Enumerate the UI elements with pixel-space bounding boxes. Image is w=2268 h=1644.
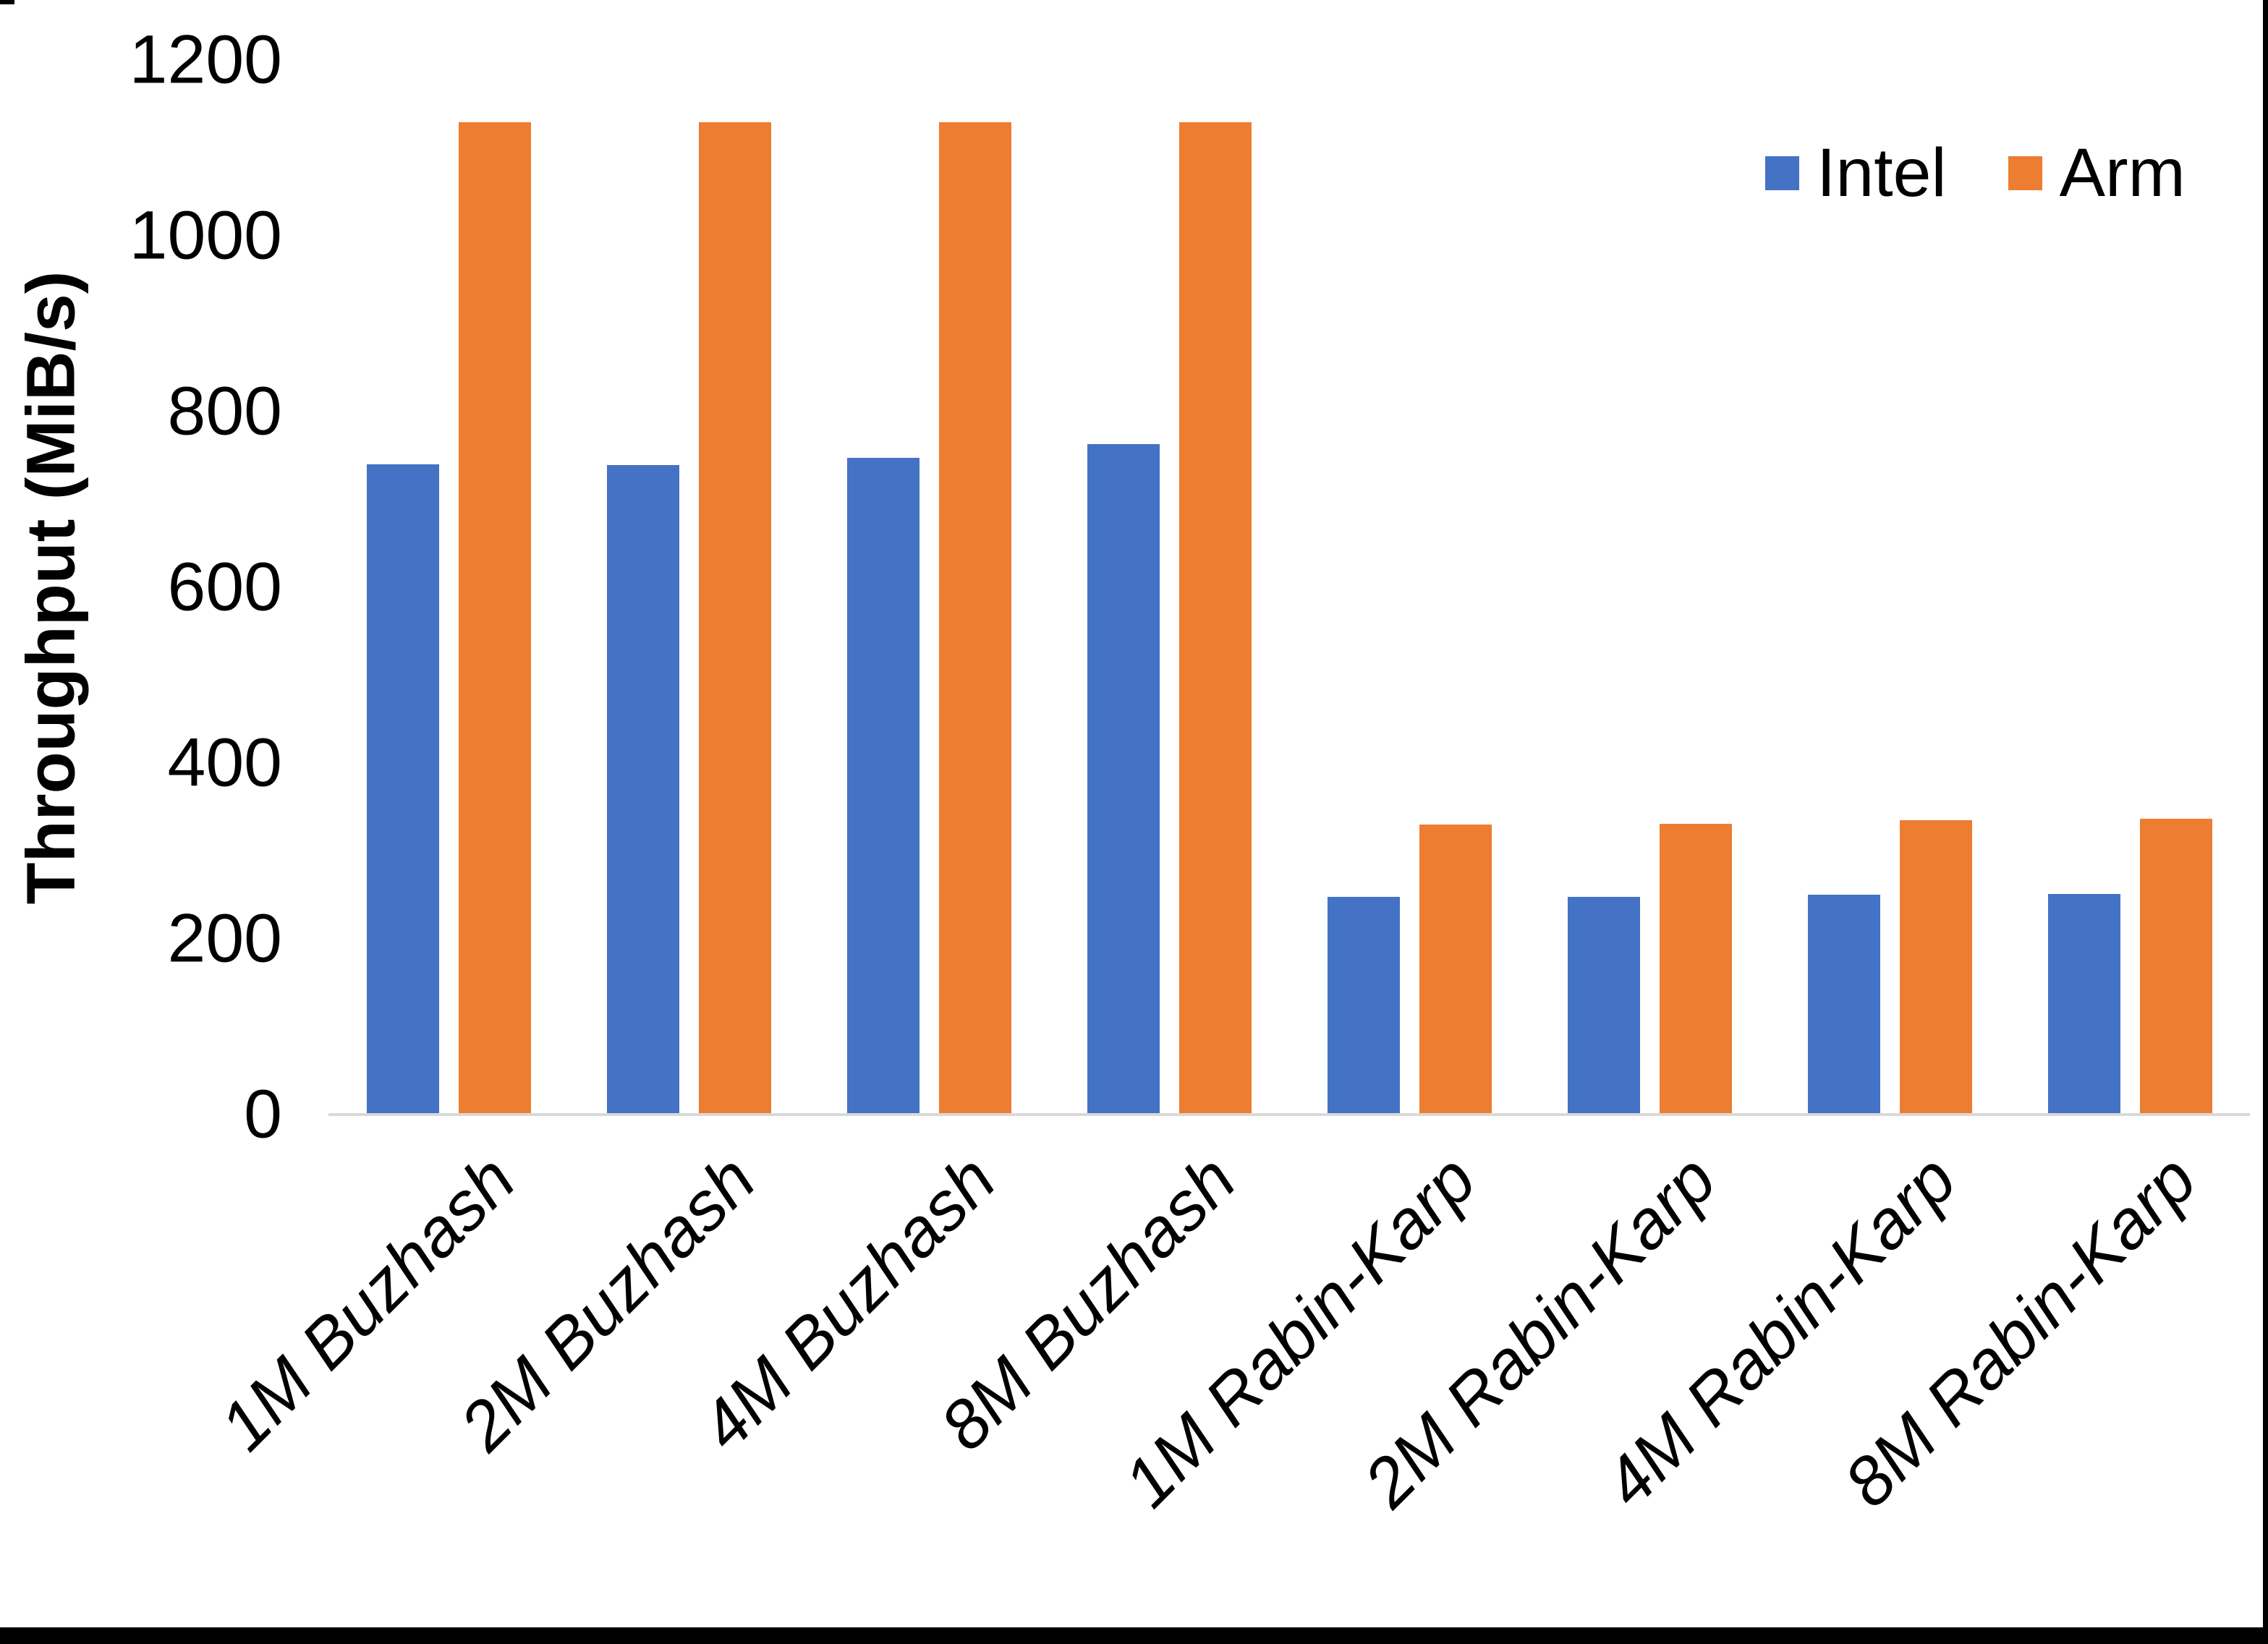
bar-intel xyxy=(606,465,679,1115)
bar-group-2 xyxy=(569,60,809,1115)
y-tick-label: 1200 xyxy=(129,21,282,98)
legend-label-intel: Intel xyxy=(1817,135,1947,211)
bar-group-3 xyxy=(809,60,1049,1115)
frame-border-right xyxy=(2263,0,2268,1644)
y-tick-label: 400 xyxy=(167,724,282,801)
bar-intel xyxy=(366,464,439,1115)
y-tick-label: 600 xyxy=(167,548,282,626)
bar-group-4 xyxy=(1049,60,1289,1115)
y-axis-tick-labels: 0 200 400 600 800 1000 1200 xyxy=(87,25,282,1149)
bar-group-7 xyxy=(1770,60,2010,1115)
bar-arm xyxy=(1659,823,1732,1115)
bar-arm xyxy=(1178,122,1252,1115)
y-axis-title-text: Throughput (MiB/s) xyxy=(12,271,90,904)
bar-intel xyxy=(1087,443,1160,1115)
bar-arm xyxy=(458,122,531,1115)
legend-item-arm: Arm xyxy=(2008,139,2186,208)
bar-intel xyxy=(846,458,919,1115)
legend-swatch-arm xyxy=(2008,156,2042,190)
bar-intel xyxy=(2047,894,2120,1115)
legend-swatch-intel xyxy=(1765,156,1799,190)
bar-intel xyxy=(1807,895,1880,1115)
y-tick-label: 200 xyxy=(167,900,282,977)
bars-area xyxy=(328,60,2250,1115)
y-tick-label: 800 xyxy=(167,372,282,450)
bar-group-1 xyxy=(328,60,569,1115)
bar-arm xyxy=(698,122,771,1115)
frame-border-bottom xyxy=(0,1627,2268,1644)
y-axis-title: Throughput (MiB/s) xyxy=(4,60,98,1115)
legend-label-arm: Arm xyxy=(2059,135,2186,211)
bar-group-5 xyxy=(1289,60,1529,1115)
bar-arm xyxy=(1419,825,1492,1115)
frame-corner-mark xyxy=(0,0,14,4)
bar-group-8 xyxy=(2010,60,2250,1115)
bar-group-6 xyxy=(1529,60,1770,1115)
x-axis-line xyxy=(328,1113,2250,1116)
bar-intel xyxy=(1567,896,1640,1115)
bar-intel xyxy=(1327,896,1400,1115)
legend-item-intel: Intel xyxy=(1765,139,1947,208)
y-tick-label: 1000 xyxy=(129,197,282,274)
bar-arm xyxy=(1899,819,1972,1115)
bar-arm xyxy=(938,122,1011,1115)
y-tick-label: 0 xyxy=(244,1076,282,1153)
bar-arm xyxy=(2139,818,2212,1115)
legend: Intel Arm xyxy=(1765,139,2186,208)
